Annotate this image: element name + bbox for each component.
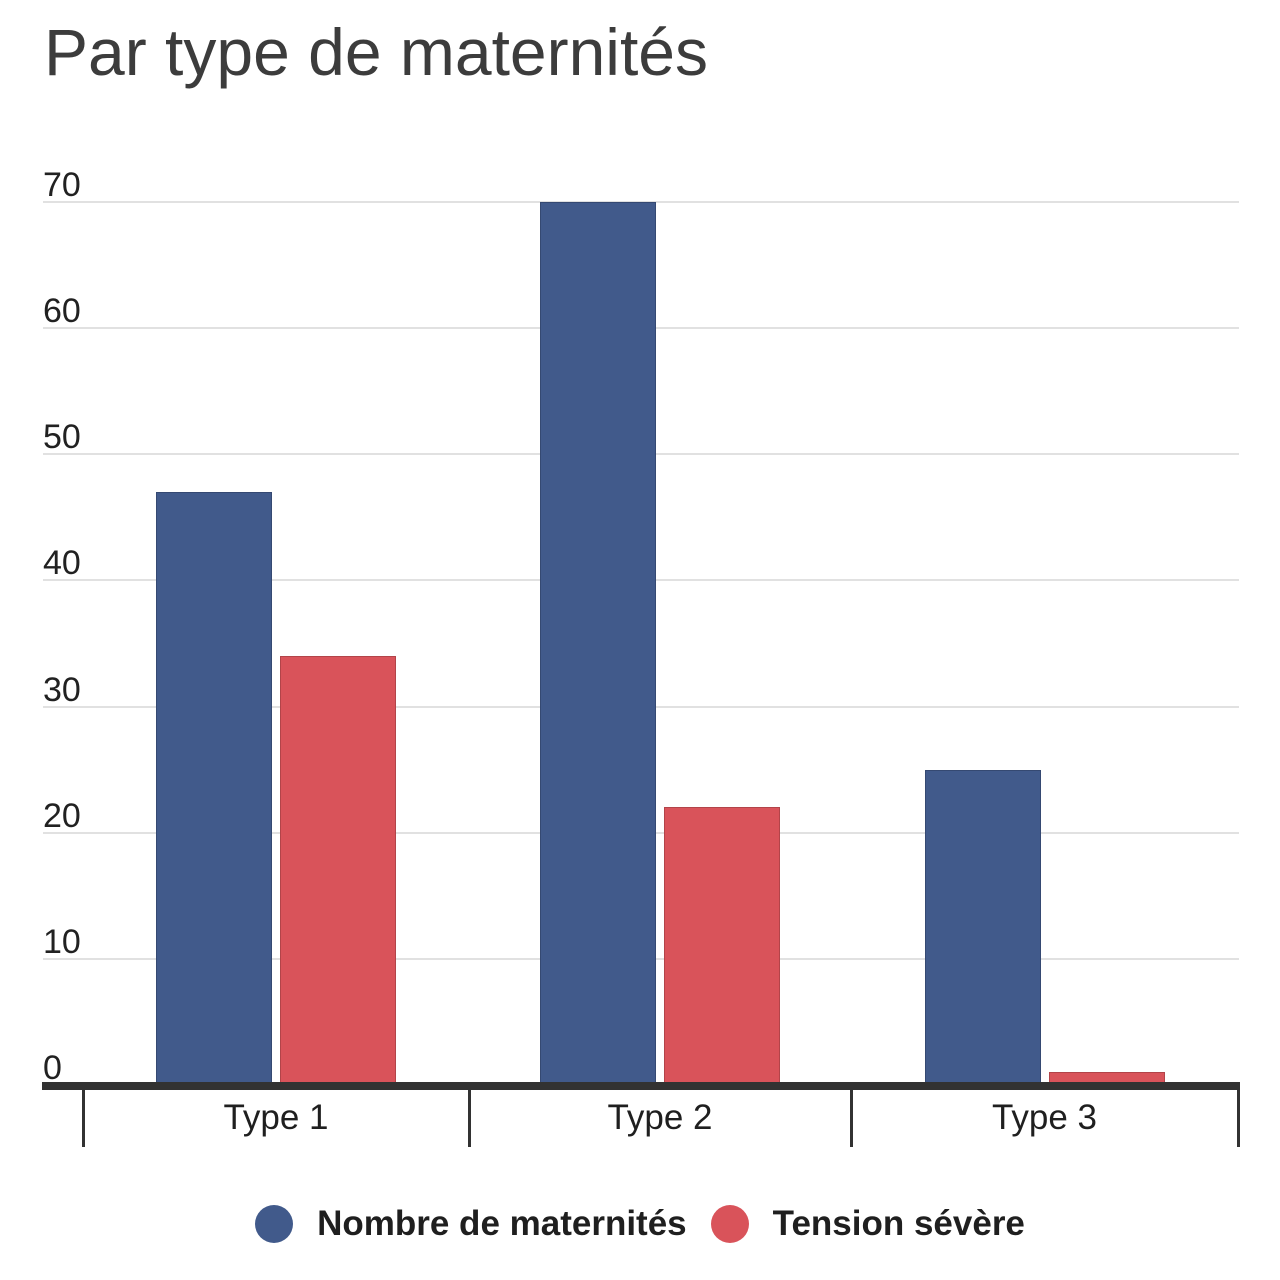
legend-label-tension-severe: Tension sévère <box>772 1204 1025 1243</box>
legend-swatch-blue-icon <box>255 1205 294 1243</box>
bar-tension-severe-type-3[interactable] <box>1048 1072 1165 1085</box>
y-axis-tick-label-20: 20 <box>43 796 81 835</box>
y-axis-tick-label-70: 70 <box>43 166 81 204</box>
legend-label-nombre-de-maternites: Nombre de maternités <box>317 1204 687 1243</box>
y-axis-tick-label-10: 10 <box>43 922 81 961</box>
y-axis-tick-label-60: 60 <box>43 292 81 331</box>
bar-nombre-de-maternites-type-3[interactable] <box>924 769 1041 1085</box>
chart-title: Par type de maternités <box>44 15 708 89</box>
x-axis-category-label-type-3: Type 3 <box>991 1098 1098 1137</box>
x-axis-tick-0 <box>82 1089 85 1147</box>
bar-tension-severe-type-2[interactable] <box>664 807 780 1085</box>
legend-item-tension-severe[interactable]: Tension sévère <box>710 1204 1025 1244</box>
x-axis-category-label-type-1: Type 1 <box>223 1098 329 1137</box>
y-axis-tick-label-50: 50 <box>43 418 81 457</box>
x-axis-line <box>42 1082 1240 1090</box>
x-axis-tick-3 <box>1237 1089 1240 1147</box>
x-axis-tick-1 <box>468 1089 471 1147</box>
bar-nombre-de-maternites-type-1[interactable] <box>156 492 272 1085</box>
x-axis-tick-2 <box>850 1089 853 1147</box>
y-axis-tick-label-40: 40 <box>43 544 81 583</box>
y-axis-tick-label-0: 0 <box>43 1049 62 1087</box>
bar-tension-severe-type-1[interactable] <box>280 656 396 1085</box>
bar-nombre-de-maternites-type-2[interactable] <box>540 202 656 1085</box>
x-axis-category-label-type-2: Type 2 <box>607 1098 713 1137</box>
legend: Nombre de maternités Tension sévère <box>0 1204 1280 1244</box>
y-axis-tick-label-30: 30 <box>43 670 81 709</box>
legend-swatch-red-icon <box>710 1205 749 1243</box>
legend-item-nombre-de-maternites[interactable]: Nombre de maternités <box>255 1204 687 1244</box>
